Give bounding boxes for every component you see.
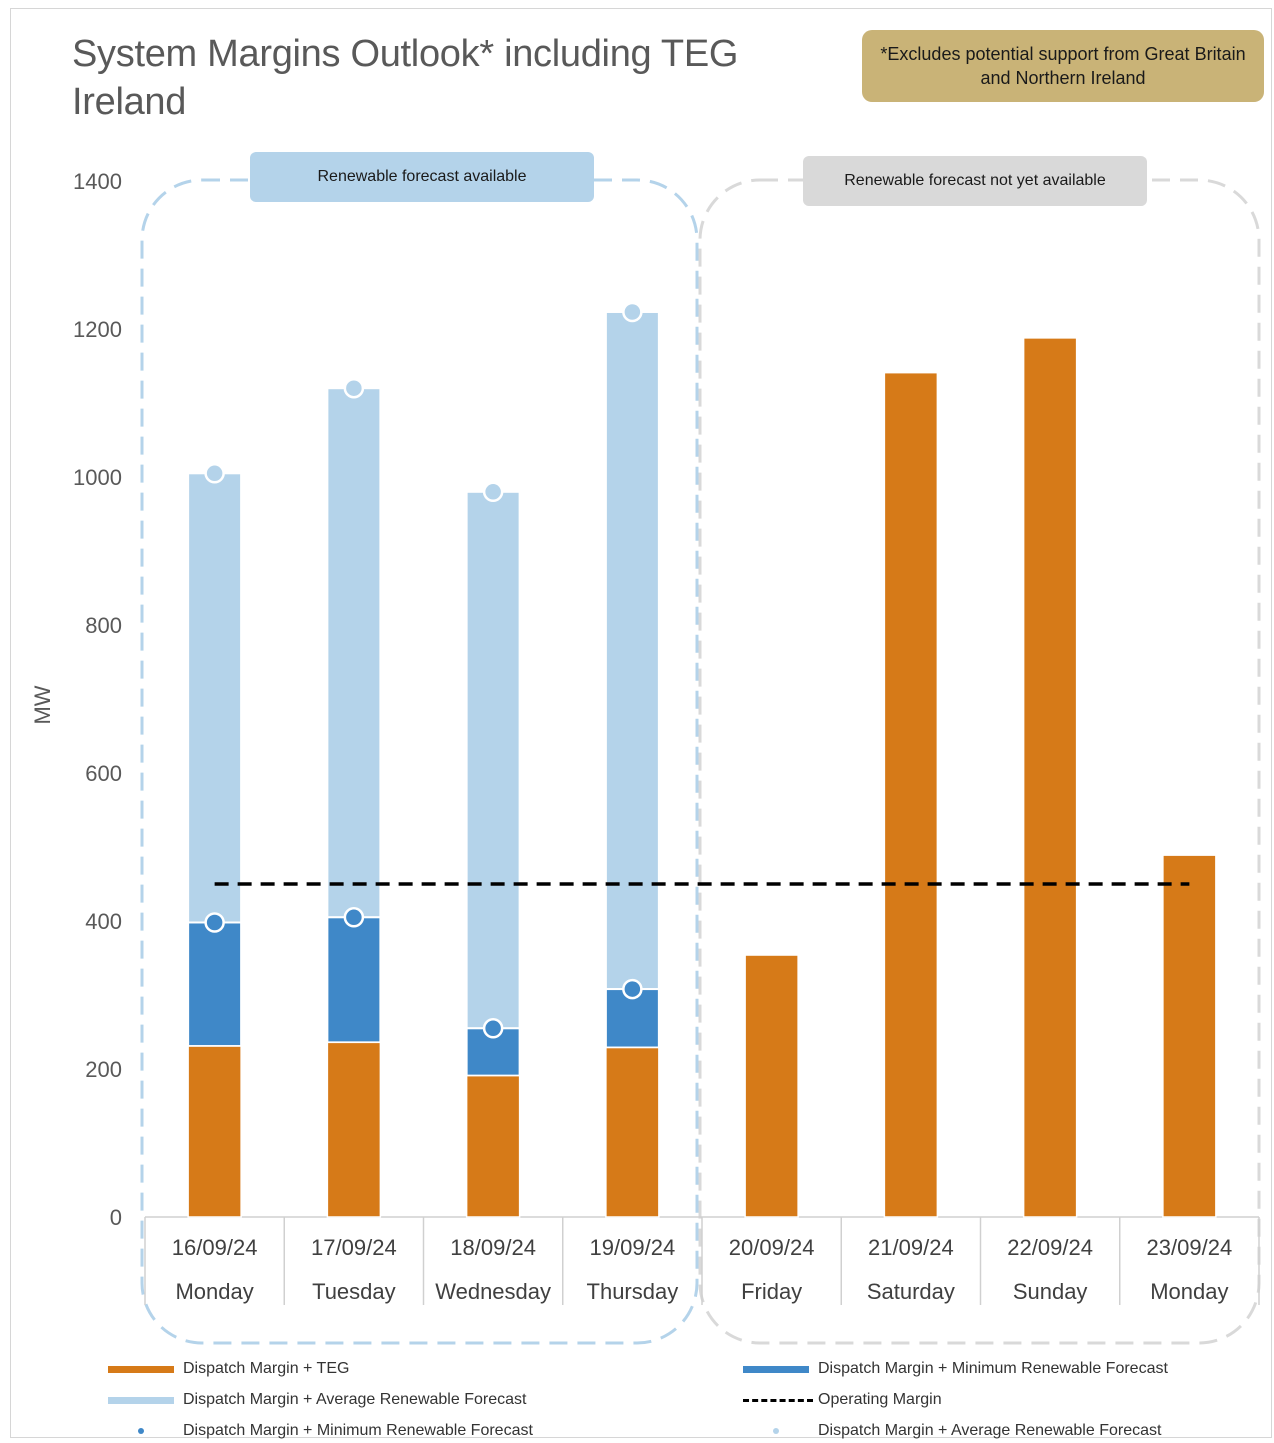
x-tick-day: Wednesday: [435, 1279, 551, 1304]
legend-label: Dispatch Margin + Minimum Renewable Fore…: [818, 1360, 1168, 1377]
y-axis-title: MW: [30, 685, 55, 724]
forecast-available-outline: [140, 178, 699, 1345]
bar-teg: [1022, 337, 1078, 1218]
legend-swatch: [743, 1366, 809, 1373]
chart-frame: [10, 8, 1272, 1438]
y-tick-label: 800: [85, 613, 122, 638]
legend-item: Dispatch Margin + Minimum Renewable Fore…: [743, 1359, 1243, 1379]
y-tick-label: 200: [85, 1057, 122, 1082]
x-tick-date: 20/09/24: [729, 1235, 815, 1260]
x-tick-date: 19/09/24: [590, 1235, 676, 1260]
legend-label: Dispatch Margin + TEG: [183, 1360, 350, 1377]
min-renewable-marker: [482, 1018, 504, 1039]
avg-renewable-marker: [204, 463, 225, 484]
min-renewable-marker: [622, 978, 643, 1000]
legend-swatch: [138, 1428, 144, 1434]
x-tick-date: 17/09/24: [311, 1235, 397, 1260]
legend-item: Operating Margin: [743, 1390, 1243, 1410]
x-tick-date: 21/09/24: [868, 1235, 954, 1260]
legend-item: Dispatch Margin + Average Renewable Fore…: [108, 1390, 608, 1410]
bar-avg-renewable: [326, 387, 382, 919]
bar-teg: [187, 1045, 242, 1218]
legend-item: Dispatch Margin + Minimum Renewable Fore…: [108, 1421, 608, 1441]
y-tick-label: 0: [110, 1205, 122, 1230]
legend-swatch: [743, 1399, 813, 1402]
forecast-not-available-outline: [698, 178, 1261, 1345]
x-tick-day: Tuesday: [312, 1279, 396, 1304]
legend-swatch: [108, 1397, 174, 1404]
bar-avg-renewable: [465, 490, 521, 1030]
bar-teg: [883, 371, 939, 1218]
forecast-not-available-label: Renewable forecast not yet available: [803, 156, 1147, 206]
x-tick-day: Monday: [1150, 1279, 1228, 1304]
chart-title: System Margins Outlook* including TEG Ir…: [72, 33, 739, 123]
legend-label: Dispatch Margin + Average Renewable Fore…: [183, 1391, 527, 1408]
legend-swatch: [773, 1428, 779, 1434]
bar-teg: [326, 1041, 382, 1218]
bar-min-renewable: [187, 921, 243, 1048]
min-renewable-marker: [204, 912, 225, 933]
avg-renewable-marker: [622, 301, 643, 323]
x-tick-day: Friday: [741, 1279, 802, 1304]
bar-teg: [605, 1046, 660, 1218]
bar-teg: [1162, 854, 1217, 1218]
x-tick-date: 23/09/24: [1147, 1235, 1233, 1260]
legend-label: Operating Margin: [818, 1391, 942, 1408]
min-renewable-marker: [343, 907, 365, 928]
forecast-available-label: Renewable forecast available: [250, 152, 594, 202]
legend-swatch: [108, 1366, 174, 1373]
legend-label: Dispatch Margin + Average Renewable Fore…: [818, 1422, 1162, 1439]
y-tick-label: 600: [85, 761, 122, 786]
x-tick-day: Sunday: [1013, 1279, 1088, 1304]
x-tick-date: 18/09/24: [450, 1235, 536, 1260]
x-tick-date: 16/09/24: [172, 1235, 258, 1260]
x-tick-date: 22/09/24: [1007, 1235, 1093, 1260]
bar-teg: [744, 954, 799, 1218]
x-tick-day: Monday: [175, 1279, 253, 1304]
bar-teg: [465, 1074, 521, 1218]
y-tick-label: 400: [85, 909, 122, 934]
legend-label: Dispatch Margin + Minimum Renewable Fore…: [183, 1422, 533, 1439]
avg-renewable-marker: [482, 481, 504, 503]
y-tick-label: 1400: [73, 169, 122, 194]
x-tick-day: Saturday: [867, 1279, 955, 1304]
legend-item: Dispatch Margin + TEG: [108, 1359, 608, 1379]
bar-min-renewable: [326, 916, 382, 1044]
bar-avg-renewable: [187, 472, 243, 924]
y-tick-label: 1000: [73, 465, 122, 490]
legend-item: Dispatch Margin + Average Renewable Fore…: [743, 1421, 1243, 1441]
avg-renewable-marker: [343, 377, 365, 399]
y-tick-label: 1200: [73, 317, 122, 342]
bar-avg-renewable: [604, 310, 660, 991]
exclusion-note: *Excludes potential support from Great B…: [862, 30, 1264, 102]
x-tick-day: Thursday: [587, 1279, 679, 1304]
